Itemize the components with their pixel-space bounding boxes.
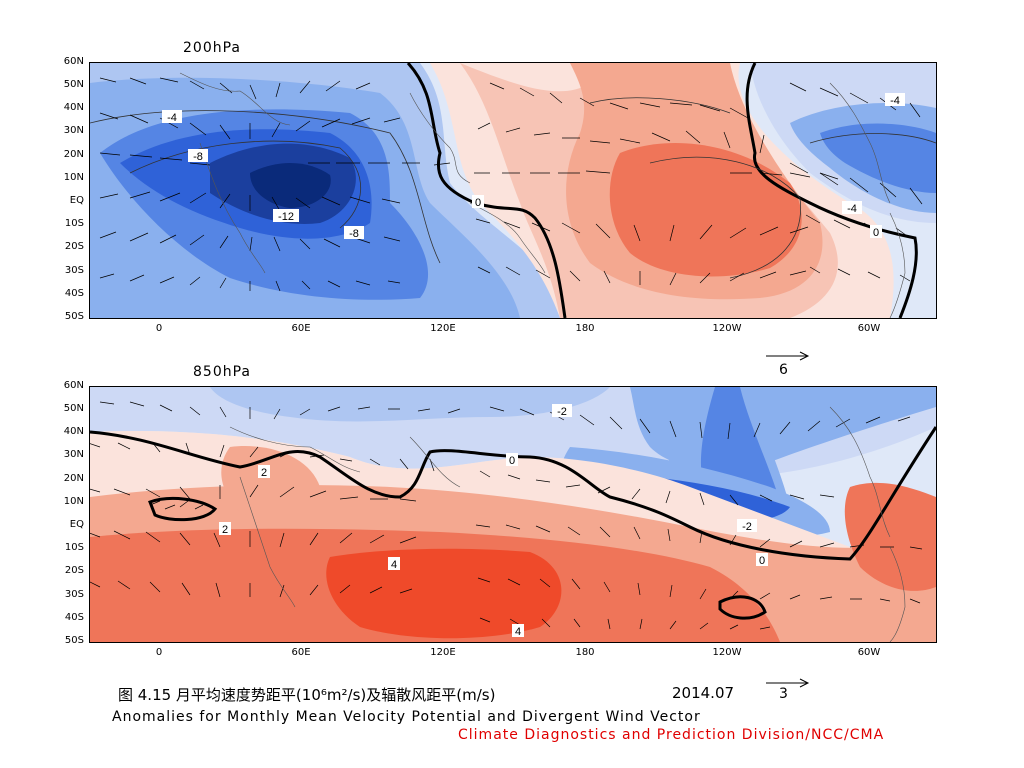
- contour-label: -2: [557, 406, 567, 418]
- contour-label: 4: [391, 559, 397, 571]
- contour-label: -12: [278, 211, 294, 223]
- figure-caption-english: Anomalies for Monthly Mean Velocity Pote…: [112, 709, 701, 725]
- lat-label: 10N: [63, 496, 84, 507]
- lat-label: 10N: [63, 172, 84, 183]
- lat-label: 20N: [63, 473, 84, 484]
- lat-label: EQ: [69, 519, 84, 530]
- lat-label: 50N: [63, 403, 84, 414]
- figure-date: 2014.07: [672, 684, 735, 702]
- velocity-potential-field-200hpa: -4 -8 -12 -8 0 0 -4 -4: [90, 63, 936, 318]
- lon-label: 60E: [291, 647, 311, 658]
- contour-label: 0: [873, 227, 879, 239]
- contour-label: -4: [890, 95, 900, 107]
- lat-label: 50N: [63, 79, 84, 90]
- lat-label: EQ: [69, 195, 84, 206]
- panel-title-200hpa: 200hPa: [183, 40, 241, 56]
- panel-title-850hpa: 850hPa: [193, 364, 251, 380]
- lat-label: 40N: [63, 426, 84, 437]
- map-850hpa: 2 2 -2 4 4 -2 0 0: [89, 386, 937, 643]
- lat-label: 20S: [64, 241, 84, 252]
- reference-vector-label: 6: [779, 362, 788, 378]
- lat-label: 40N: [63, 102, 84, 113]
- lon-label: 0: [155, 323, 163, 334]
- lat-label: 30N: [63, 125, 84, 136]
- velocity-potential-field-850hpa: 2 2 -2 4 4 -2 0 0: [90, 387, 936, 642]
- lon-label: 60E: [291, 323, 311, 334]
- contour-label: -2: [742, 521, 752, 533]
- reference-vector-arrow: [766, 351, 810, 361]
- lat-label: 40S: [64, 288, 84, 299]
- reference-vector-arrow: [766, 678, 810, 688]
- contour-label: 0: [759, 555, 765, 567]
- contour-label: -8: [349, 228, 359, 240]
- lon-label: 0: [155, 647, 163, 658]
- map-200hpa: -4 -8 -12 -8 0 0 -4 -4: [89, 62, 937, 319]
- lon-label: 60W: [857, 647, 881, 658]
- contour-label: -4: [847, 203, 857, 215]
- figure-caption-chinese: 图 4.15 月平均速度势距平(10⁶m²/s)及辐散风距平(m/s): [118, 686, 496, 704]
- lat-label: 10S: [64, 218, 84, 229]
- credit-line: Climate Diagnostics and Prediction Divis…: [458, 727, 885, 743]
- lat-label: 60N: [63, 380, 84, 391]
- contour-label: 2: [222, 524, 228, 536]
- lat-label: 60N: [63, 56, 84, 67]
- contour-label: -8: [193, 151, 203, 163]
- lat-label: 30S: [64, 265, 84, 276]
- lon-label: 120E: [430, 647, 456, 658]
- lat-label: 20N: [63, 149, 84, 160]
- lon-label: 180: [575, 323, 595, 334]
- lat-label: 10S: [64, 542, 84, 553]
- contour-label: 0: [509, 455, 515, 467]
- reference-vector-label: 3: [779, 686, 788, 702]
- contour-label: 0: [475, 197, 481, 209]
- lon-label: 120E: [430, 323, 456, 334]
- lat-label: 30S: [64, 589, 84, 600]
- contour-label: 4: [515, 626, 521, 638]
- contour-label: -4: [167, 112, 177, 124]
- contour-label: 2: [261, 467, 267, 479]
- lon-label: 60W: [857, 323, 881, 334]
- lat-label: 30N: [63, 449, 84, 460]
- lat-label: 40S: [64, 612, 84, 623]
- lon-label: 180: [575, 647, 595, 658]
- lon-label: 120W: [712, 647, 742, 658]
- lat-label: 50S: [64, 635, 84, 646]
- lon-label: 120W: [712, 323, 742, 334]
- lat-label: 50S: [64, 311, 84, 322]
- lat-label: 20S: [64, 565, 84, 576]
